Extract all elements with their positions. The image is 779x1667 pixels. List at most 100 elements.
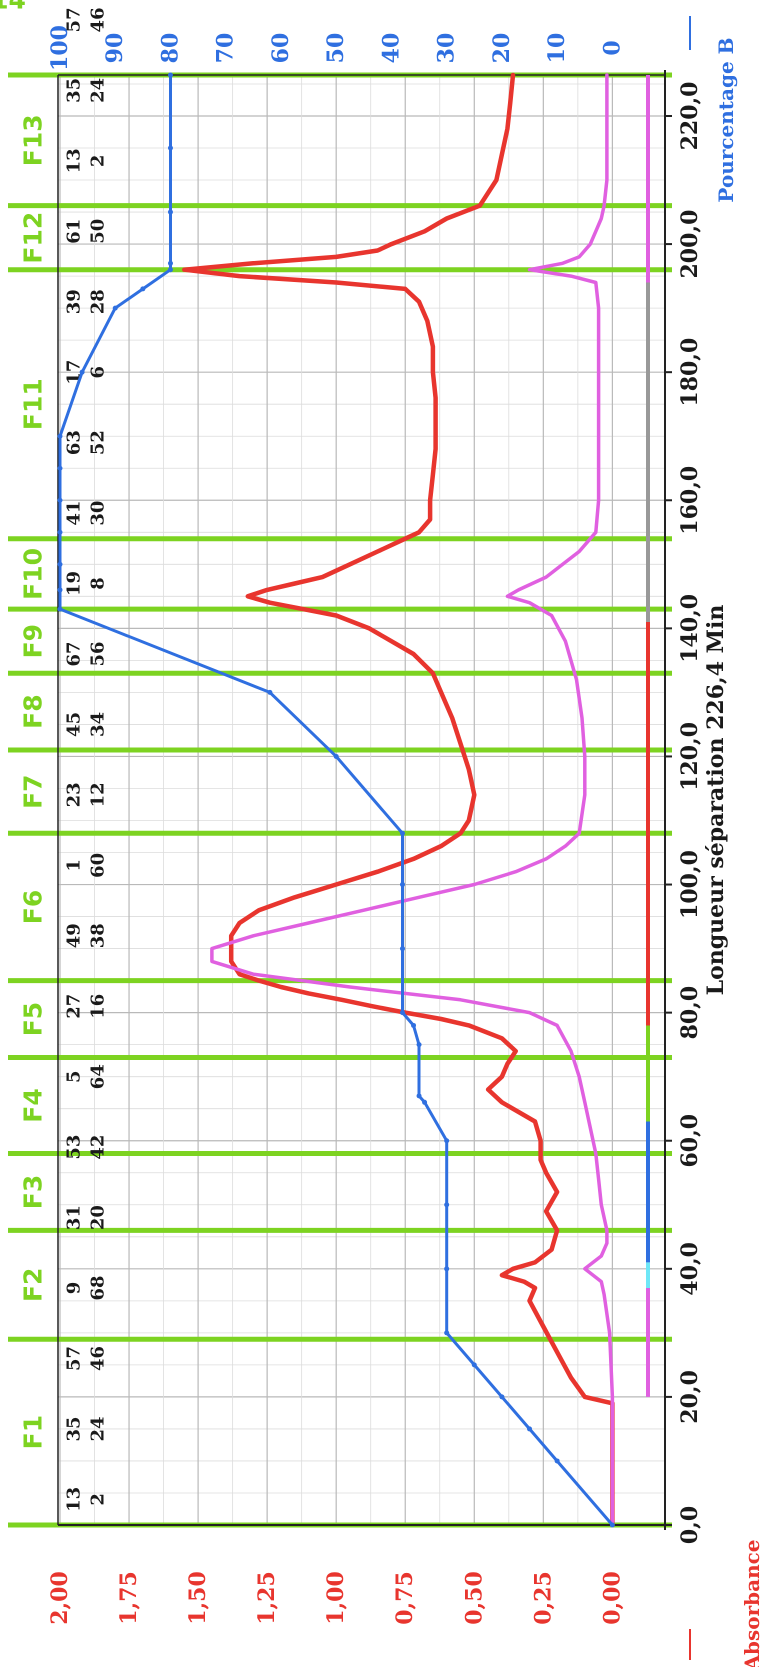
fraction-label: F14 [0,0,26,15]
tube-label-top: 57 [64,7,85,32]
x-tick-label: 140,0 [677,594,703,663]
series-point [57,529,63,535]
tube-label-bottom: 6 [88,366,109,379]
fraction-label: F8 [19,694,48,728]
tube-label-top: 61 [64,219,85,244]
series-point [399,830,405,836]
fraction-label: F13 [19,114,48,166]
tube-label-top: 41 [64,501,85,526]
series-point [527,1426,533,1432]
x-tick-label: 40,0 [677,1242,703,1296]
series-point [416,1093,422,1099]
tube-label-bottom: 2 [88,1493,109,1506]
tube-label-bottom: 16 [88,994,109,1019]
tube-label-top: 31 [64,1205,85,1230]
series-point [112,305,118,311]
tube-label-bottom: 46 [88,1346,109,1371]
series-point [57,465,63,471]
tube-label-top: 13 [64,148,85,173]
tube-label-top: 39 [64,289,85,314]
left-axis-tick-label: 1,50 [185,1571,211,1625]
tube-label-top: 57 [64,1346,85,1371]
series-point [267,689,273,695]
x-tick-label: 180,0 [677,338,703,407]
tube-label-top: 53 [64,1135,85,1160]
x-tick-label: 100,0 [677,850,703,919]
left-axis-tick-label: 0,50 [461,1571,487,1625]
series-point [140,286,146,292]
x-tick-label: 160,0 [677,466,703,535]
x-tick-label: 20,0 [677,1370,703,1424]
series-point [167,209,173,215]
tube-label-top: 19 [64,571,85,596]
tube-label-bottom: 68 [88,1275,109,1300]
tube-label-top: 1 [64,859,85,872]
fraction-label: F7 [19,774,48,808]
tube-label-top: 23 [64,782,85,807]
series-point [399,946,405,952]
tube-label-bottom: 24 [88,1416,109,1441]
series-point [471,1362,477,1368]
tube-label-top: 35 [64,1416,85,1441]
right-axis-tick-label: 80 [157,33,183,64]
tube-label-top: 5 [64,1070,85,1083]
left-axis-tick-label: 0,00 [599,1571,625,1625]
right-axis-tick-label: 60 [268,33,294,64]
series-point [57,497,63,503]
tube-label-top: 27 [64,994,85,1019]
series-point [444,1330,450,1336]
x-tick-label: 60,0 [677,1114,703,1168]
tube-label-bottom: 50 [88,219,109,244]
series-point [167,267,173,273]
fraction-label: F10 [19,548,48,600]
tube-label-bottom: 2 [88,155,109,168]
x-axis-title: Longueur séparation 226,4 Min [703,605,729,996]
fraction-label: F11 [19,378,48,430]
series-point [333,753,339,759]
left-axis-tick-label: 1,75 [116,1571,142,1625]
tube-label-bottom: 64 [88,1064,109,1089]
right-axis-tick-label: 50 [323,33,349,64]
tube-label-top: 45 [64,712,85,737]
right-axis-tick-label: 20 [489,33,515,64]
series-point [416,1042,422,1048]
fraction-label: F9 [19,624,48,658]
series-point [422,1099,428,1105]
left-axis-title: Absorbance [740,1539,764,1667]
left-axis-tick-label: 1,25 [254,1571,280,1625]
series-point [167,145,173,151]
series-point [444,1202,450,1208]
x-tick-label: 220,0 [677,82,703,151]
series-line [58,73,614,1527]
right-axis-title: Pourcentage B [714,37,738,202]
series-point [554,1458,560,1464]
tube-label-bottom: 34 [88,712,109,737]
series-point [57,606,63,612]
right-axis-tick-label: 40 [378,33,404,64]
left-axis-tick-label: 0,75 [392,1571,418,1625]
series-point [167,260,173,266]
series-point [609,1522,615,1528]
tube-label-bottom: 38 [88,923,109,948]
tube-label-bottom: 8 [88,577,109,590]
right-axis-tick-label: 30 [434,33,460,64]
left-axis-tick-label: 1,00 [323,1571,349,1625]
tube-label-top: 67 [64,641,85,666]
tube-label-bottom: 28 [88,289,109,314]
tube-label-top: 63 [64,430,85,455]
fraction-label: F5 [19,1002,48,1036]
left-axis-tick-label: 0,25 [530,1571,556,1625]
tube-label-top: 49 [64,923,85,948]
fraction-label: F3 [19,1175,48,1209]
plot-area [58,75,665,1525]
tube-label-bottom: 52 [88,430,109,455]
right-axis-tick-label: 90 [102,33,128,64]
series-point [79,369,85,375]
right-axis-tick-label: 0 [599,40,625,55]
tube-label-bottom: 30 [88,501,109,526]
x-tick-label: 200,0 [677,210,703,279]
tube-label-bottom: 12 [88,782,109,807]
series-point [499,1394,505,1400]
series-line [210,73,615,1527]
